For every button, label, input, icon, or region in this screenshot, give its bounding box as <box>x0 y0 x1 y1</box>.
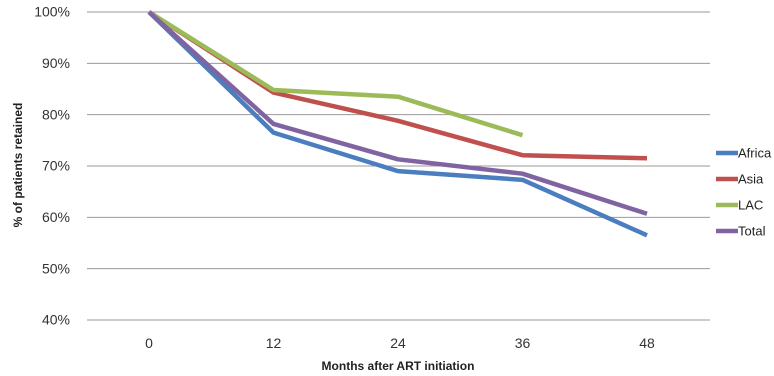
series-line-lac <box>147 10 524 138</box>
y-axis-title: % of patients retained <box>11 103 25 228</box>
y-tick-label: 90% <box>42 55 70 71</box>
legend-label-total: Total <box>738 223 766 238</box>
y-axis-ticks: 40% 50% 60% 70% 80% 90% 100% <box>34 4 70 328</box>
y-tick-label: 60% <box>42 209 70 225</box>
gridlines <box>87 11 710 321</box>
x-tick-label: 0 <box>145 335 153 351</box>
legend-label-asia: Asia <box>738 171 764 186</box>
x-tick-label: 36 <box>515 335 531 351</box>
series-lines <box>147 10 648 238</box>
series-line-total <box>147 10 648 216</box>
series-line-africa <box>147 10 648 238</box>
x-tick-label: 12 <box>266 335 282 351</box>
y-tick-label: 40% <box>42 312 70 328</box>
legend-label-lac: LAC <box>738 197 763 212</box>
x-tick-label: 48 <box>639 335 655 351</box>
y-tick-label: 100% <box>34 4 70 20</box>
x-axis-ticks: 0 12 24 36 48 <box>145 335 655 351</box>
legend: Africa Asia LAC Total <box>716 145 772 238</box>
x-tick-label: 24 <box>390 335 406 351</box>
y-tick-label: 80% <box>42 106 70 122</box>
y-tick-label: 70% <box>42 158 70 174</box>
y-tick-label: 50% <box>42 260 70 276</box>
x-axis-title: Months after ART initiation <box>322 359 475 373</box>
legend-label-africa: Africa <box>738 145 772 160</box>
